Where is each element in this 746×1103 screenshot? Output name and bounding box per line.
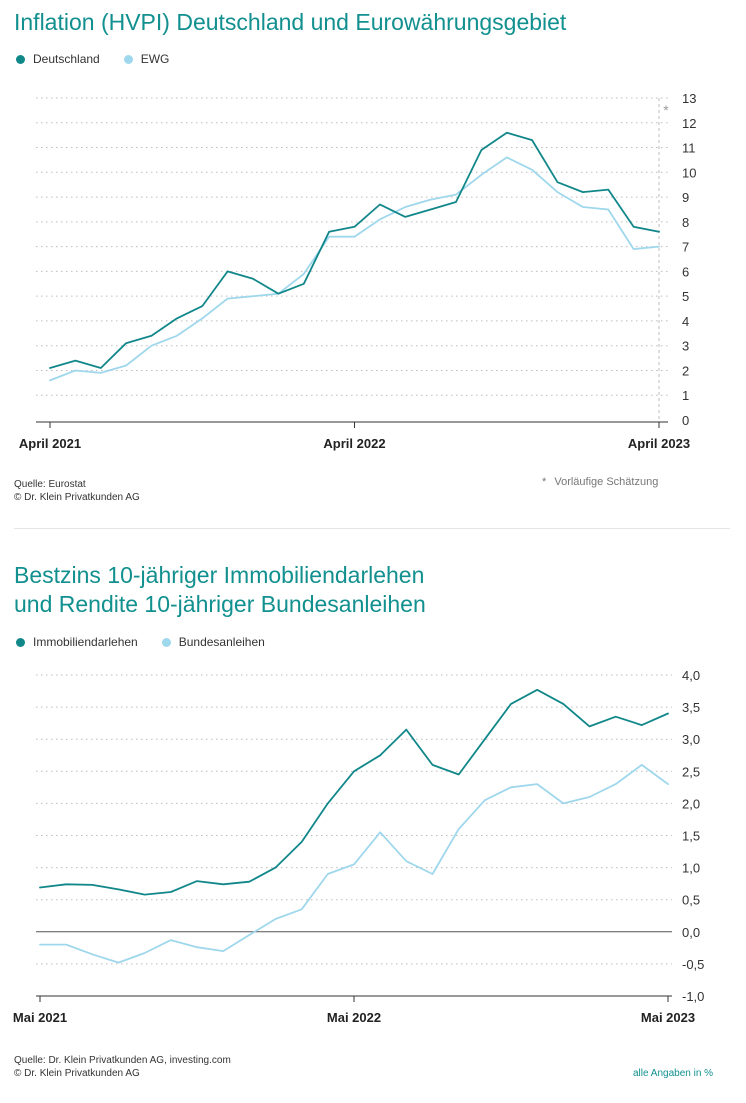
y-tick-label: 4 <box>682 314 689 329</box>
y-tick-label: 1,5 <box>682 829 700 844</box>
legend-item-deutschland: Deutschland <box>16 52 100 66</box>
legend-item-immobiliendarlehen: Immobiliendarlehen <box>16 635 138 649</box>
y-tick-label: 2 <box>682 363 689 378</box>
y-tick-label: 10 <box>682 165 696 180</box>
legend-item-bundesanleihen: Bundesanleihen <box>161 635 265 649</box>
y-tick-label: -0,5 <box>682 957 704 972</box>
x-tick-label: April 2022 <box>323 436 385 451</box>
legend-item-ewg: EWG <box>123 52 170 66</box>
legend-dot-ewg <box>123 54 133 64</box>
legend-dot-bundesanleihen <box>161 637 171 647</box>
y-tick-label: 1,0 <box>682 861 700 876</box>
legend-label-ewg: EWG <box>140 52 170 66</box>
chart2-unit-note: alle Angaben in % <box>633 1068 714 1079</box>
y-tick-label: 2,5 <box>682 764 700 779</box>
y-tick-label: 7 <box>682 240 689 255</box>
chart1-source-line2: © Dr. Klein Privatkunden AG <box>14 492 140 503</box>
chart2-source-line1: Quelle: Dr. Klein Privatkunden AG, inves… <box>14 1055 231 1066</box>
chart-separator <box>14 528 730 529</box>
y-tick-label: 9 <box>682 190 689 205</box>
y-tick-label: 3,0 <box>682 732 700 747</box>
y-tick-label: 0 <box>682 413 689 428</box>
legend-label-bundesanleihen: Bundesanleihen <box>178 635 265 649</box>
estimate-asterisk: * <box>663 102 669 118</box>
y-tick-label: 6 <box>682 264 689 279</box>
chart1-source: Quelle: Eurostat © Dr. Klein Privatkunde… <box>14 478 140 504</box>
y-tick-label: 2,0 <box>682 796 700 811</box>
y-tick-label: 0,0 <box>682 925 700 940</box>
chart2-source-line2: © Dr. Klein Privatkunden AG <box>14 1068 140 1079</box>
series-line-ewg <box>49 156 660 382</box>
y-tick-label: 3 <box>682 339 689 354</box>
series-line-bundesanleihen <box>39 764 669 964</box>
chart2-zinsen: -1,0 -0,5 0,0 0,5 1,0 1,5 2,0 2,5 3,0 3,5 4,0 Mai 2… <box>13 668 705 1025</box>
legend-dot-immobiliendarlehen <box>16 637 25 647</box>
x-tick-label: Mai 2023 <box>641 1010 695 1025</box>
chart2-title-line1: Bestzins 10-jähriger Immobiliendarlehen <box>14 562 425 588</box>
y-tick-label: -1,0 <box>682 989 704 1004</box>
chart2-title: Bestzins 10-jähriger Immobiliendarlehen … <box>14 561 426 619</box>
chart1-title: Inflation (HVPI) Deutschland und Eurowäh… <box>14 9 567 35</box>
y-tick-label: 13 <box>682 91 696 106</box>
chart1-note-text: Vorläufige Schätzung <box>554 476 659 488</box>
chart1-source-line1: Quelle: Eurostat <box>14 479 86 490</box>
chart1-legend: Deutschland EWG <box>16 52 193 66</box>
x-tick-label: Mai 2022 <box>327 1010 381 1025</box>
chart2-title-line2: und Rendite 10-jähriger Bundesanleihen <box>14 591 426 617</box>
x-tick-label: Mai 2021 <box>13 1010 67 1025</box>
chart2-source: Quelle: Dr. Klein Privatkunden AG, inves… <box>14 1054 231 1080</box>
y-tick-label: 0,5 <box>682 893 700 908</box>
series-line-immobiliendarlehen <box>39 688 669 896</box>
series-line-deutschland <box>49 131 660 369</box>
legend-dot-deutschland <box>16 54 25 64</box>
chart2-legend: Immobiliendarlehen Bundesanleihen <box>16 635 289 649</box>
y-tick-label: 1 <box>682 388 689 403</box>
y-tick-label: 12 <box>682 116 696 131</box>
y-tick-label: 3,5 <box>682 700 700 715</box>
chart1-note-asterisk: * <box>542 476 547 488</box>
x-tick-label: April 2023 <box>628 436 690 451</box>
y-tick-label: 11 <box>682 141 696 156</box>
legend-label-immobiliendarlehen: Immobiliendarlehen <box>33 635 138 649</box>
x-tick-label: April 2021 <box>19 436 81 451</box>
legend-label-deutschland: Deutschland <box>33 52 100 66</box>
y-tick-label: 5 <box>682 289 689 304</box>
chart1-note: * Vorläufige Schätzung <box>542 476 658 488</box>
y-tick-label: 4,0 <box>682 668 700 683</box>
y-tick-label: 8 <box>682 215 689 230</box>
